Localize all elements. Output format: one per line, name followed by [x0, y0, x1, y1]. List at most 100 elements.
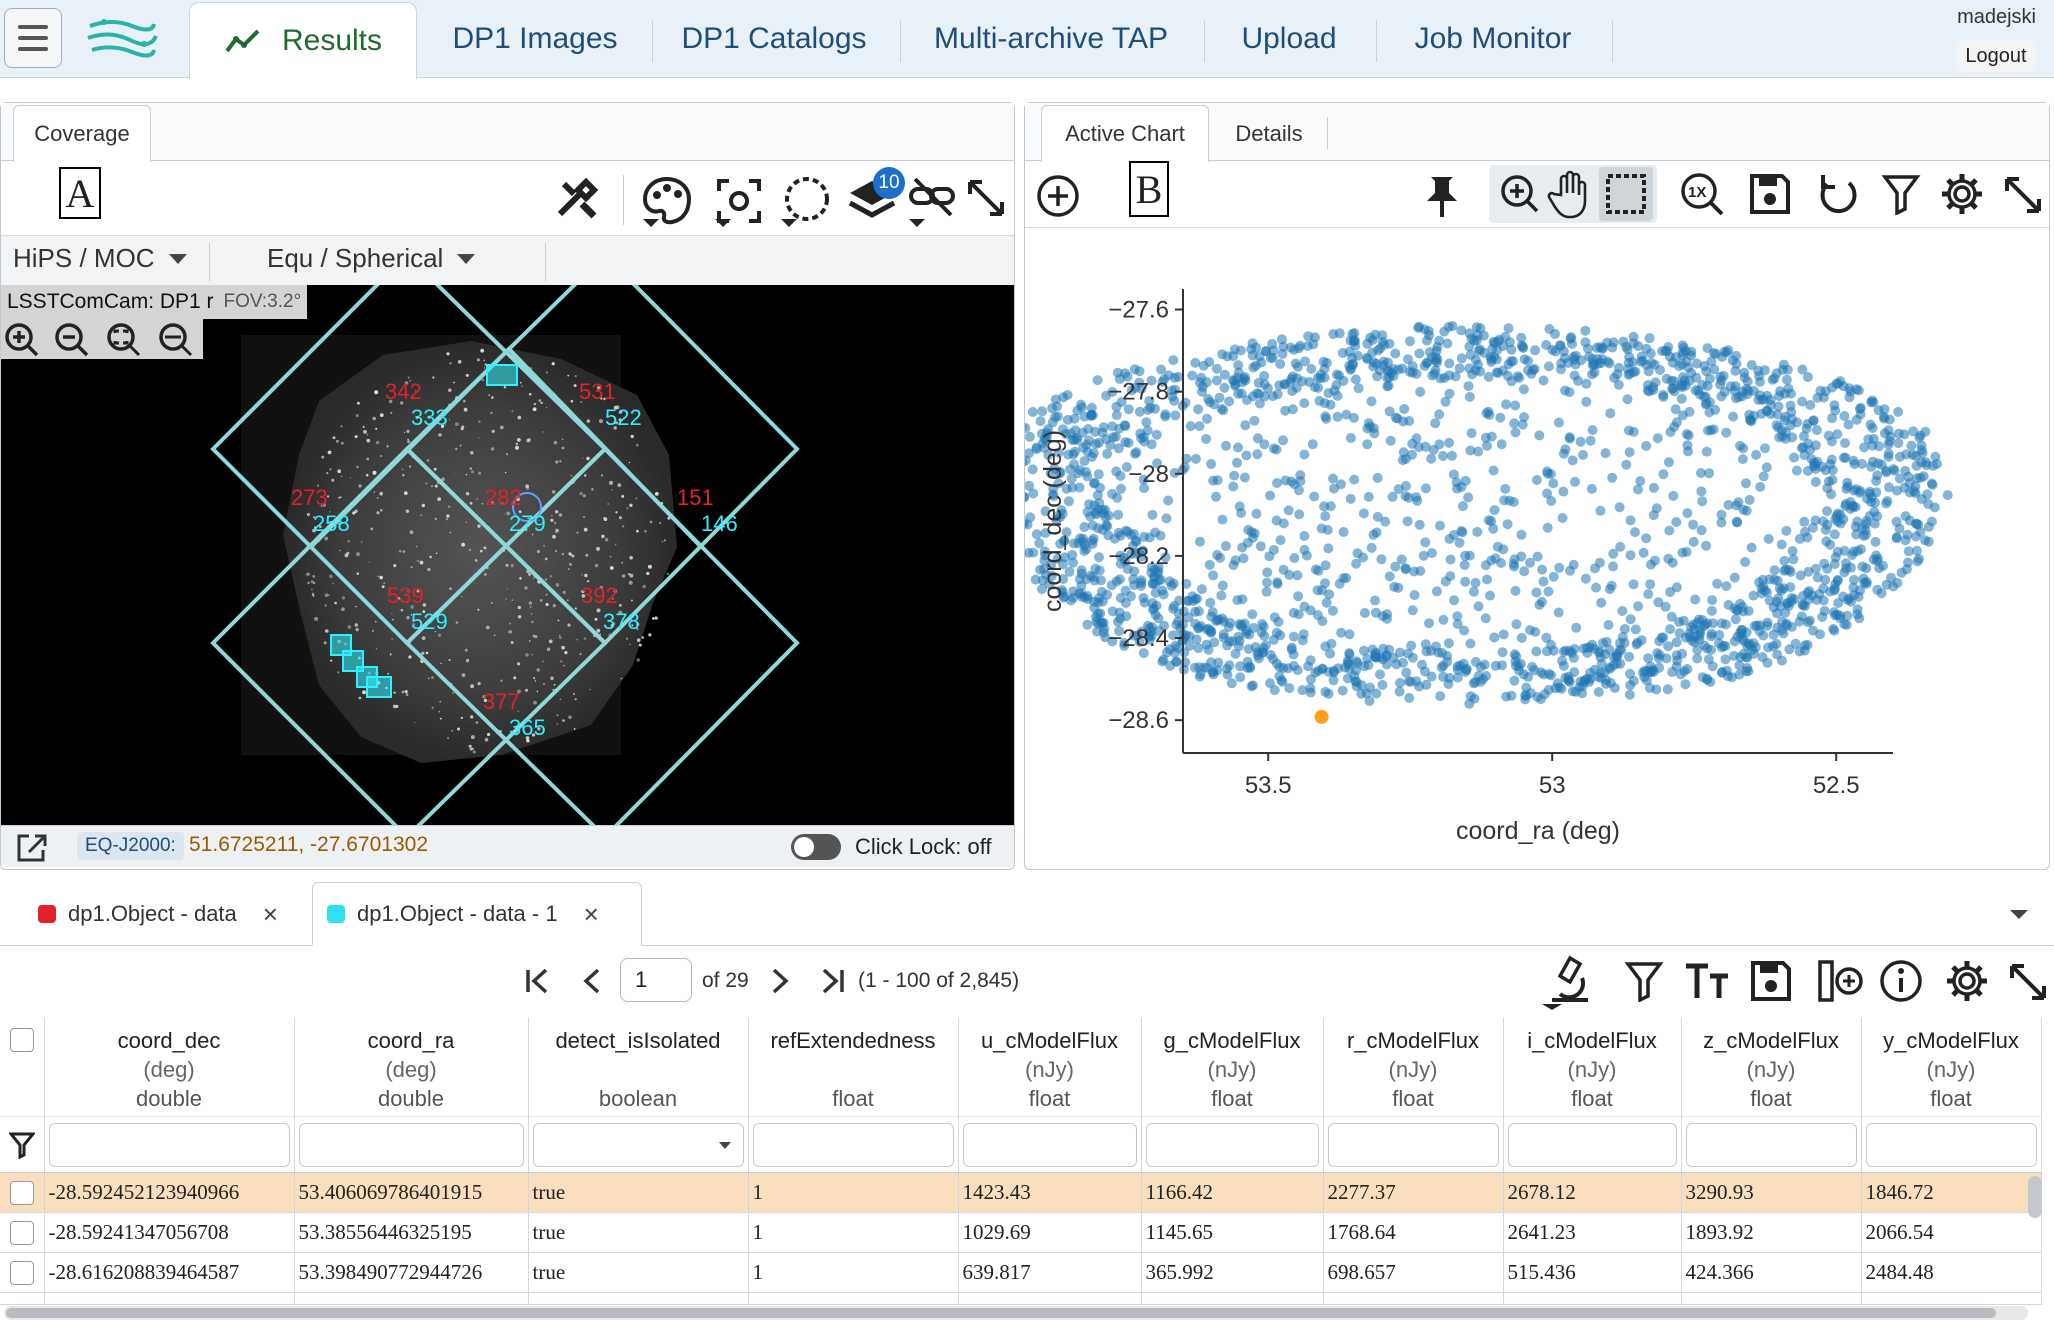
scatter-point[interactable]	[1232, 595, 1242, 605]
scatter-point[interactable]	[1498, 341, 1508, 351]
scatter-point[interactable]	[1322, 598, 1332, 608]
scatter-point[interactable]	[1668, 558, 1678, 568]
scatter-point[interactable]	[1197, 584, 1207, 594]
scatter-point[interactable]	[1588, 425, 1598, 435]
scatter-point[interactable]	[1541, 633, 1551, 643]
scatter-point[interactable]	[1444, 370, 1454, 380]
scatter-point[interactable]	[1401, 668, 1411, 678]
scatter-point[interactable]	[1797, 397, 1807, 407]
scatter-point[interactable]	[1220, 383, 1230, 393]
scatter-point[interactable]	[1762, 462, 1772, 472]
scatter-point[interactable]	[1408, 605, 1418, 615]
pin-icon[interactable]	[1421, 173, 1463, 221]
scatter-point[interactable]	[1025, 432, 1035, 442]
scatter-point[interactable]	[1700, 641, 1710, 651]
scatter-point[interactable]	[1598, 638, 1608, 648]
scatter-point[interactable]	[1128, 574, 1138, 584]
scatter-point[interactable]	[1234, 368, 1244, 378]
filter-input[interactable]	[963, 1123, 1137, 1167]
scatter-point[interactable]	[1943, 490, 1953, 500]
scatter-point[interactable]	[1822, 506, 1832, 516]
scatter-point[interactable]	[1854, 592, 1864, 602]
scatter-point[interactable]	[1221, 441, 1231, 451]
scatter-point[interactable]	[1051, 395, 1061, 405]
scatter-point[interactable]	[1170, 410, 1180, 420]
scatter-point[interactable]	[1438, 451, 1448, 461]
save-icon[interactable]	[1747, 171, 1793, 217]
scatter-point[interactable]	[1086, 411, 1096, 421]
scatter-point[interactable]	[1765, 596, 1775, 606]
scatter-point[interactable]	[1449, 595, 1459, 605]
scatter-point[interactable]	[1341, 573, 1351, 583]
add-column-icon[interactable]	[1816, 958, 1866, 1004]
scatter-point[interactable]	[1645, 683, 1655, 693]
scatter-point[interactable]	[1278, 349, 1288, 359]
scatter-point[interactable]	[1841, 484, 1851, 494]
scatter-point[interactable]	[1089, 597, 1099, 607]
scatter-point[interactable]	[1813, 573, 1823, 583]
scatter-point[interactable]	[1367, 543, 1377, 553]
scatter-point[interactable]	[1499, 495, 1509, 505]
scatter-point[interactable]	[1474, 601, 1484, 611]
scatter-point[interactable]	[1852, 415, 1862, 425]
scatter-point[interactable]	[1377, 330, 1387, 340]
scatter-point[interactable]	[1565, 434, 1575, 444]
scatter-point[interactable]	[1539, 577, 1549, 587]
scatter-point[interactable]	[1410, 590, 1420, 600]
scatter-point[interactable]	[1129, 529, 1139, 539]
filter-select[interactable]	[533, 1123, 744, 1167]
filter-input[interactable]	[49, 1123, 290, 1167]
scatter-point[interactable]	[1653, 433, 1663, 443]
column-header-refextendedness[interactable]: refExtendedness float	[748, 1018, 958, 1173]
scatter-point[interactable]	[1083, 424, 1093, 434]
scatter-point[interactable]	[1518, 342, 1528, 352]
scatter-point[interactable]	[1490, 505, 1500, 515]
scatter-point[interactable]	[1537, 597, 1547, 607]
scatter-point[interactable]	[1764, 534, 1774, 544]
scatter-point[interactable]	[1841, 563, 1851, 573]
next-page-icon[interactable]	[764, 966, 794, 996]
scatter-point[interactable]	[1050, 412, 1060, 422]
scatter-point[interactable]	[1243, 663, 1253, 673]
scatter-point[interactable]	[1279, 518, 1289, 528]
scatter-point[interactable]	[1844, 383, 1854, 393]
scatter-point[interactable]	[1543, 587, 1553, 597]
tab-job-monitor[interactable]: Job Monitor	[1386, 0, 1600, 78]
scatter-point[interactable]	[1196, 669, 1206, 679]
scatter-point[interactable]	[1580, 337, 1590, 347]
scatter-point[interactable]	[1682, 440, 1692, 450]
scatter-point[interactable]	[1421, 483, 1431, 493]
scatter-point[interactable]	[1180, 462, 1190, 472]
scatter-point[interactable]	[1549, 572, 1559, 582]
scatter-point[interactable]	[1645, 579, 1655, 589]
scatter-point[interactable]	[1641, 533, 1651, 543]
scatter-point[interactable]	[1663, 641, 1673, 651]
scatter-point[interactable]	[1442, 657, 1452, 667]
scatter-point[interactable]	[1099, 422, 1109, 432]
scatter-point[interactable]	[1299, 398, 1309, 408]
scatter-point[interactable]	[1624, 652, 1634, 662]
projection-dropdown[interactable]: Equ / Spherical	[267, 243, 475, 274]
scatter-point[interactable]	[1351, 374, 1361, 384]
scatter-point[interactable]	[1861, 516, 1871, 526]
scatter-point[interactable]	[1877, 588, 1887, 598]
scatter-point[interactable]	[1643, 653, 1653, 663]
scatter-point[interactable]	[1514, 373, 1524, 383]
scatter-point[interactable]	[1712, 579, 1722, 589]
scatter-point[interactable]	[1688, 520, 1698, 530]
scatter-point[interactable]	[1911, 488, 1921, 498]
scatter-point[interactable]	[1094, 552, 1104, 562]
scatter-point[interactable]	[1859, 442, 1869, 452]
scatter-point[interactable]	[1194, 606, 1204, 616]
scatter-point[interactable]	[1469, 587, 1479, 597]
scatter-point[interactable]	[1329, 484, 1339, 494]
scatter-point[interactable]	[1668, 491, 1678, 501]
click-lock-toggle[interactable]	[791, 834, 841, 860]
scatter-point[interactable]	[1353, 548, 1363, 558]
scatter-point[interactable]	[1079, 456, 1089, 466]
pan-hand-icon[interactable]	[1547, 169, 1593, 219]
scatter-point[interactable]	[1690, 595, 1700, 605]
scatter-point[interactable]	[1839, 411, 1849, 421]
scatter-point[interactable]	[1924, 537, 1934, 547]
scatter-point[interactable]	[1734, 497, 1744, 507]
